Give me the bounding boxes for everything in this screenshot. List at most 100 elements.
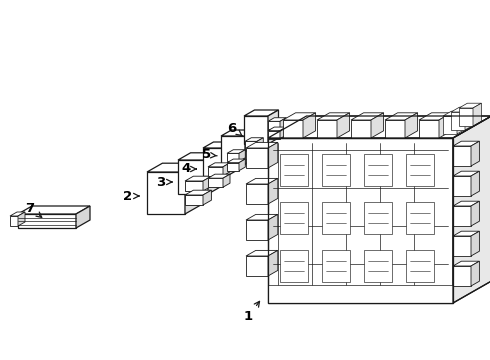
Polygon shape <box>268 251 278 276</box>
Polygon shape <box>471 141 479 166</box>
Polygon shape <box>147 172 185 214</box>
Polygon shape <box>18 212 25 226</box>
Polygon shape <box>459 108 473 126</box>
Polygon shape <box>337 113 349 138</box>
Polygon shape <box>473 103 481 126</box>
Polygon shape <box>246 179 278 184</box>
Polygon shape <box>406 250 434 282</box>
Polygon shape <box>246 148 268 168</box>
Polygon shape <box>203 142 238 148</box>
Polygon shape <box>178 153 220 160</box>
Polygon shape <box>268 143 278 168</box>
Polygon shape <box>303 113 316 138</box>
Polygon shape <box>203 190 211 205</box>
Polygon shape <box>453 171 479 176</box>
Polygon shape <box>459 103 481 108</box>
Text: 6: 6 <box>227 122 242 136</box>
Polygon shape <box>451 107 473 112</box>
Polygon shape <box>453 146 471 166</box>
Polygon shape <box>280 250 308 282</box>
Polygon shape <box>227 159 245 163</box>
Polygon shape <box>453 141 479 146</box>
Polygon shape <box>221 136 245 164</box>
Polygon shape <box>18 206 90 214</box>
Polygon shape <box>185 190 211 195</box>
Polygon shape <box>471 201 479 226</box>
Text: 3: 3 <box>156 175 172 189</box>
Polygon shape <box>385 120 405 138</box>
Polygon shape <box>227 163 239 171</box>
Polygon shape <box>10 216 18 226</box>
Polygon shape <box>268 215 278 240</box>
Polygon shape <box>471 171 479 196</box>
Polygon shape <box>10 212 25 216</box>
Polygon shape <box>453 231 479 236</box>
Polygon shape <box>439 113 452 138</box>
Polygon shape <box>245 141 257 149</box>
Polygon shape <box>245 151 257 159</box>
Polygon shape <box>208 167 223 176</box>
Polygon shape <box>453 206 471 226</box>
Polygon shape <box>185 163 200 214</box>
Polygon shape <box>185 181 203 191</box>
Polygon shape <box>451 112 465 130</box>
Polygon shape <box>208 163 230 167</box>
Polygon shape <box>227 153 239 161</box>
Polygon shape <box>208 153 220 194</box>
Polygon shape <box>257 138 263 149</box>
Polygon shape <box>246 251 278 256</box>
Polygon shape <box>322 250 350 282</box>
Polygon shape <box>223 174 230 187</box>
Polygon shape <box>268 121 280 129</box>
Polygon shape <box>280 127 286 139</box>
Polygon shape <box>178 160 208 194</box>
Polygon shape <box>268 118 286 121</box>
Polygon shape <box>239 159 245 171</box>
Polygon shape <box>453 116 490 303</box>
Polygon shape <box>227 150 245 153</box>
Polygon shape <box>453 236 471 256</box>
Polygon shape <box>471 261 479 286</box>
Polygon shape <box>246 143 278 148</box>
Polygon shape <box>364 202 392 234</box>
Polygon shape <box>246 256 268 276</box>
Polygon shape <box>351 120 371 138</box>
Polygon shape <box>405 113 417 138</box>
Polygon shape <box>317 113 349 120</box>
Polygon shape <box>268 116 490 138</box>
Polygon shape <box>322 202 350 234</box>
Polygon shape <box>268 138 453 303</box>
Polygon shape <box>453 266 471 286</box>
Polygon shape <box>371 113 384 138</box>
Polygon shape <box>246 220 268 240</box>
Polygon shape <box>239 150 245 161</box>
Polygon shape <box>223 163 230 176</box>
Polygon shape <box>406 202 434 234</box>
Polygon shape <box>322 154 350 186</box>
Polygon shape <box>419 120 439 138</box>
Polygon shape <box>406 154 434 186</box>
Text: 1: 1 <box>244 301 260 324</box>
Polygon shape <box>268 131 280 139</box>
Polygon shape <box>185 195 203 205</box>
Polygon shape <box>280 118 286 129</box>
Polygon shape <box>76 206 90 228</box>
Polygon shape <box>453 176 471 196</box>
Polygon shape <box>208 178 223 187</box>
Polygon shape <box>18 214 76 228</box>
Polygon shape <box>257 147 263 159</box>
Polygon shape <box>245 147 263 151</box>
Polygon shape <box>147 163 200 172</box>
Text: 4: 4 <box>181 162 196 175</box>
Polygon shape <box>203 176 211 191</box>
Polygon shape <box>443 111 466 116</box>
Polygon shape <box>268 179 278 204</box>
Polygon shape <box>245 130 255 164</box>
Polygon shape <box>385 113 417 120</box>
Polygon shape <box>453 261 479 266</box>
Polygon shape <box>364 250 392 282</box>
Polygon shape <box>364 154 392 186</box>
Polygon shape <box>245 138 263 141</box>
Polygon shape <box>351 113 384 120</box>
Polygon shape <box>221 130 255 136</box>
